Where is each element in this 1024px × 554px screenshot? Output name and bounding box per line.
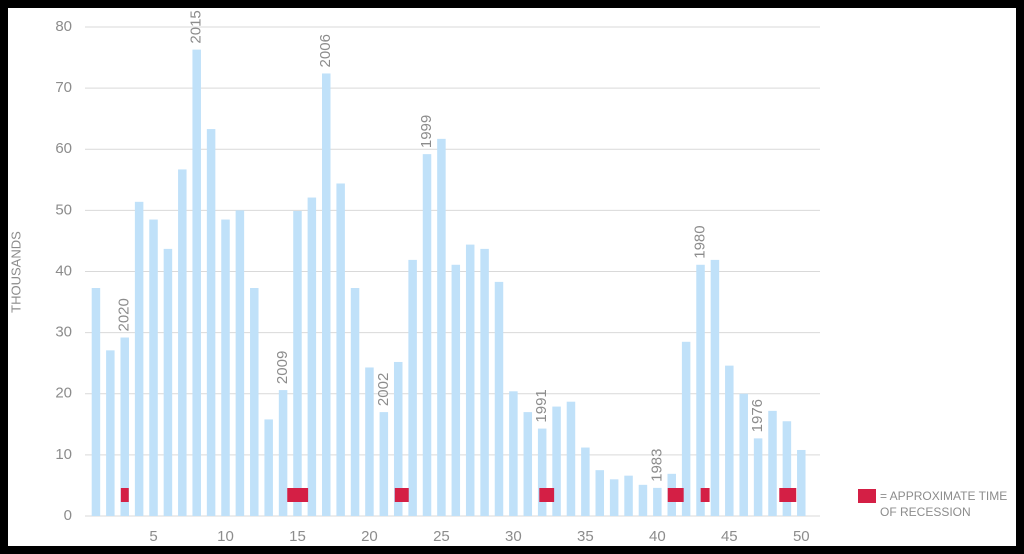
bar xyxy=(782,421,792,516)
y-tick-label: 50 xyxy=(55,201,72,218)
x-tick-label: 5 xyxy=(149,528,157,545)
bar xyxy=(552,406,561,516)
year-annotation: 1976 xyxy=(749,399,766,432)
bar xyxy=(753,438,763,516)
bar xyxy=(365,367,374,516)
bar xyxy=(350,288,360,516)
bar xyxy=(624,475,633,516)
y-axis-label: THOUSANDS xyxy=(8,231,23,313)
year-annotation: 1980 xyxy=(691,225,708,258)
bar xyxy=(768,410,777,516)
recession-marker xyxy=(287,488,309,502)
bar xyxy=(581,447,590,516)
recession-marker xyxy=(779,488,797,502)
bar xyxy=(437,138,446,516)
recession-marker xyxy=(120,488,129,502)
x-tick-label: 10 xyxy=(217,528,234,545)
bar xyxy=(422,154,432,516)
bar xyxy=(797,449,806,516)
year-annotation: 2006 xyxy=(317,34,334,67)
bar xyxy=(307,197,317,516)
bar xyxy=(523,412,533,516)
bar xyxy=(537,428,547,516)
y-tick-label: 40 xyxy=(55,262,72,279)
y-tick-label: 20 xyxy=(55,385,72,402)
bar xyxy=(379,412,389,516)
bar xyxy=(192,49,201,517)
year-annotation: 1999 xyxy=(418,115,435,148)
x-tick-label: 20 xyxy=(361,528,378,545)
bar xyxy=(149,219,158,516)
bar xyxy=(609,479,619,516)
bar xyxy=(595,470,605,516)
legend-label: OF RECESSION xyxy=(880,505,971,519)
bar xyxy=(134,201,144,516)
bar xyxy=(106,350,115,516)
x-tick-label: 50 xyxy=(793,528,810,545)
bar xyxy=(206,129,216,517)
bar xyxy=(278,390,288,516)
bar xyxy=(264,419,273,516)
bar xyxy=(480,248,489,517)
bar xyxy=(178,169,187,516)
year-annotation: 2009 xyxy=(274,351,291,384)
bar xyxy=(494,281,504,516)
bar xyxy=(250,288,259,516)
bar xyxy=(739,393,748,516)
year-annotation: 1983 xyxy=(648,449,665,482)
bar xyxy=(235,210,245,516)
recession-marker xyxy=(667,488,684,502)
bar xyxy=(681,341,691,516)
bar xyxy=(293,210,302,516)
x-tick-label: 30 xyxy=(505,528,522,545)
legend-label: = APPROXIMATE TIME xyxy=(880,489,1007,503)
bar xyxy=(120,337,129,516)
year-annotation: 2020 xyxy=(116,298,133,331)
y-tick-label: 80 xyxy=(55,18,72,35)
bar xyxy=(725,365,734,516)
x-tick-label: 15 xyxy=(289,528,306,545)
bar xyxy=(393,361,403,516)
bar xyxy=(451,264,461,516)
y-tick-label: 0 xyxy=(64,507,72,524)
recession-marker xyxy=(539,488,555,502)
bar xyxy=(509,391,518,516)
y-tick-label: 60 xyxy=(55,140,72,157)
legend-swatch xyxy=(858,489,876,503)
x-tick-label: 45 xyxy=(721,528,738,545)
x-tick-label: 40 xyxy=(649,528,666,545)
recession-marker xyxy=(394,488,409,502)
y-tick-label: 30 xyxy=(55,324,72,341)
bar xyxy=(465,244,475,517)
bar xyxy=(653,487,662,516)
bar xyxy=(696,264,705,516)
bar xyxy=(322,73,331,516)
y-tick-label: 70 xyxy=(55,79,72,96)
bar xyxy=(91,288,101,516)
bar xyxy=(566,401,576,516)
bar xyxy=(163,248,173,517)
recession-marker xyxy=(700,488,710,502)
bar xyxy=(408,259,417,516)
year-annotation: 1991 xyxy=(533,389,550,422)
bar xyxy=(336,183,345,517)
x-tick-label: 25 xyxy=(433,528,450,545)
year-annotation: 2015 xyxy=(188,10,205,43)
y-tick-label: 10 xyxy=(55,446,72,463)
bar xyxy=(710,259,720,516)
bar xyxy=(221,219,230,516)
bar xyxy=(638,484,648,516)
x-tick-label: 35 xyxy=(577,528,594,545)
year-annotation: 2002 xyxy=(375,373,392,406)
